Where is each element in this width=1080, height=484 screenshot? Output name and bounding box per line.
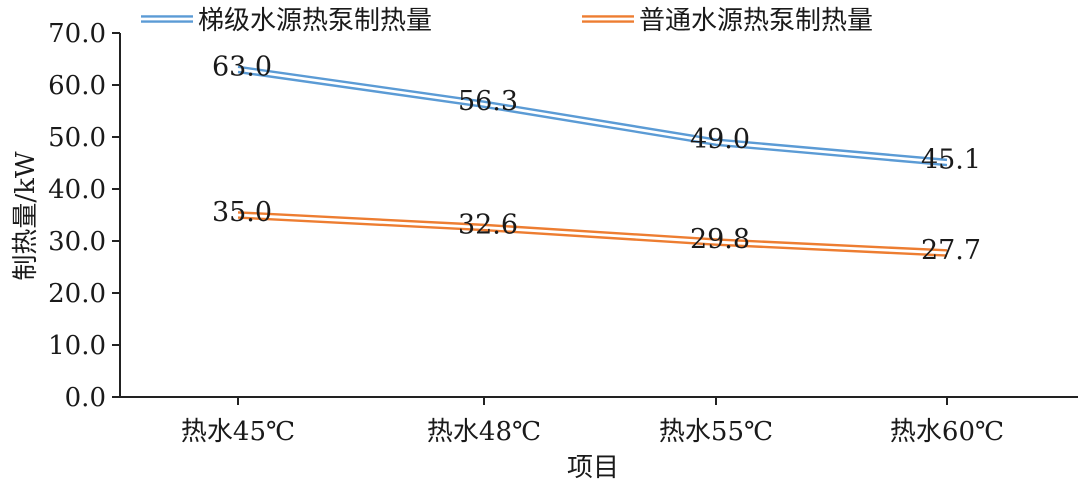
data-label: 49.0	[690, 124, 750, 155]
x-category-label: 热水48℃	[427, 417, 541, 447]
y-tick-label: 70.0	[48, 19, 106, 49]
legend-label: 普通水源热泵制热量	[639, 6, 873, 36]
data-labels: 63.0 56.3 49.0 45.1 35.0 32.6 29.8 27.7	[212, 51, 981, 266]
series-line-stroke	[237, 211, 948, 252]
series-line-stroke	[237, 65, 948, 162]
data-label: 29.8	[690, 224, 750, 255]
y-tick-label: 50.0	[48, 123, 106, 153]
legend-item-1: 梯级水源热泵制热量	[141, 6, 432, 36]
series-2	[237, 211, 948, 257]
data-label: 35.0	[212, 197, 272, 228]
x-category-label: 热水45℃	[181, 417, 295, 447]
y-tick-label: 30.0	[48, 227, 106, 257]
series-1	[237, 65, 948, 167]
axes: 0.0 10.0 20.0 30.0 40.0 50.0 60.0 70.0 热水45℃ 热水48…	[48, 19, 1078, 447]
data-label: 56.3	[458, 86, 518, 117]
data-label: 45.1	[921, 144, 981, 175]
series-lines	[237, 65, 948, 257]
data-label: 63.0	[212, 51, 272, 82]
x-axis-title: 项目	[567, 453, 619, 483]
y-axis-title: 制热量/kW	[11, 151, 41, 281]
series-line-stroke	[237, 70, 948, 167]
legend-label: 梯级水源热泵制热量	[198, 6, 432, 36]
x-category-label: 热水60℃	[890, 417, 1004, 447]
y-tick-label: 0.0	[65, 383, 106, 413]
x-category-label: 热水55℃	[659, 417, 773, 447]
y-tick-label: 10.0	[48, 331, 106, 361]
y-tick-label: 60.0	[48, 71, 106, 101]
data-label: 27.7	[921, 235, 981, 266]
y-tick-label: 20.0	[48, 279, 106, 309]
data-label: 32.6	[458, 209, 518, 240]
y-tick-label: 40.0	[48, 175, 106, 205]
series-line-stroke	[237, 216, 948, 257]
legend: 梯级水源热泵制热量 普通水源热泵制热量	[141, 6, 873, 36]
legend-item-2: 普通水源热泵制热量	[582, 6, 873, 36]
